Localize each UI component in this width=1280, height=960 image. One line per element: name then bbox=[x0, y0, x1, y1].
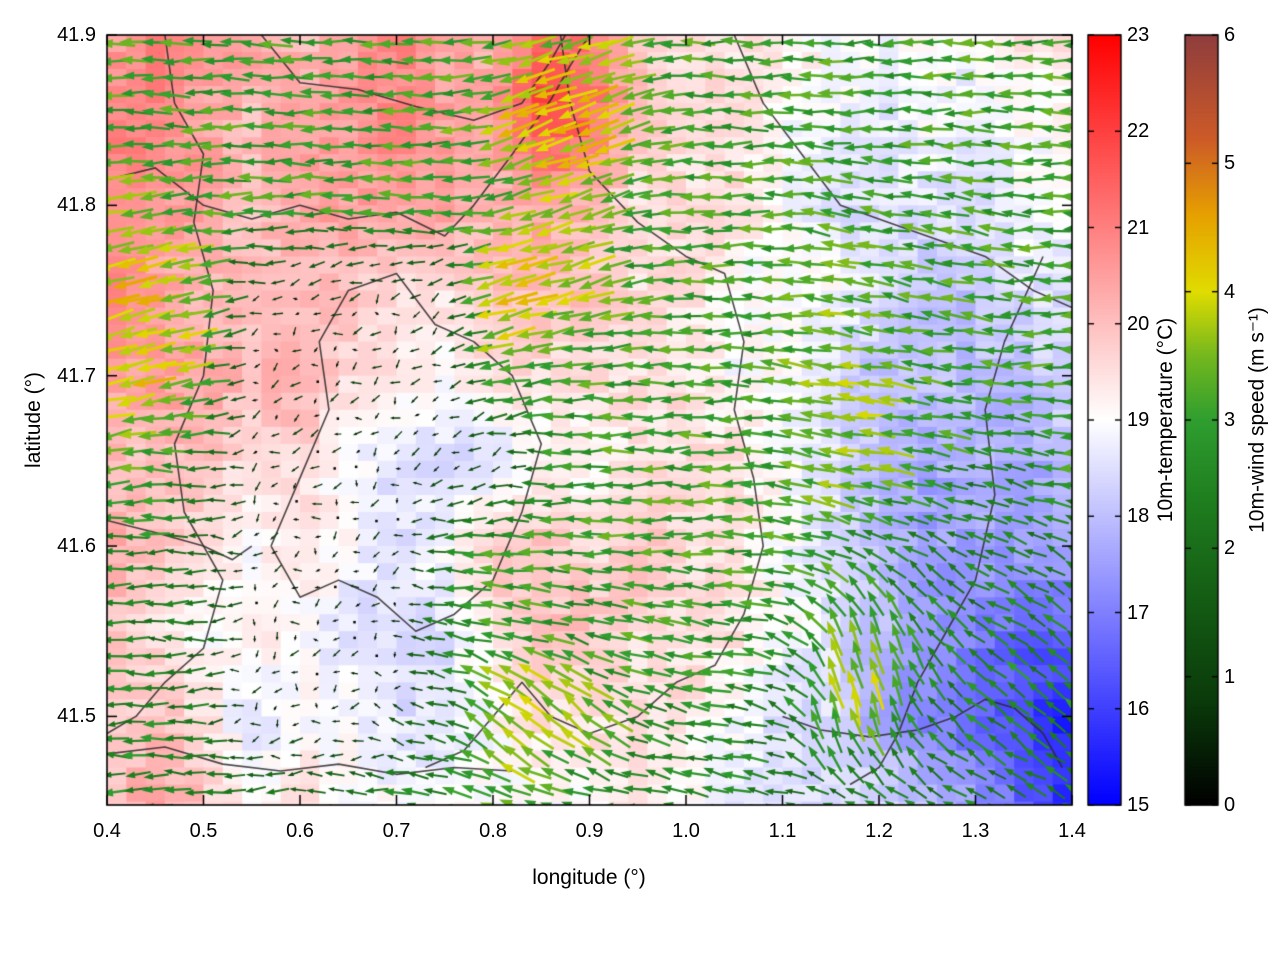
temperature-colorbar-tick-label: 23 bbox=[1127, 24, 1150, 46]
temperature-colorbar-tick-label: 17 bbox=[1127, 601, 1150, 624]
x-axis-tick-label: 1.2 bbox=[865, 820, 893, 842]
x-axis-tick-label: 0.9 bbox=[575, 820, 604, 842]
temperature-colorbar-tick-label: 18 bbox=[1127, 505, 1150, 528]
temperature-colorbar-tick-label: 16 bbox=[1127, 697, 1150, 720]
windspeed-colorbar-tick-label: 0 bbox=[1224, 794, 1236, 816]
windspeed-colorbar-tick-label: 5 bbox=[1224, 152, 1236, 175]
y-axis-tick-label: 41.9 bbox=[57, 24, 96, 46]
windspeed-colorbar-tick-label: 1 bbox=[1224, 665, 1236, 688]
y-axis-tick-label: 41.5 bbox=[57, 705, 96, 728]
windspeed-colorbar-tick-label: 6 bbox=[1224, 24, 1236, 46]
windspeed-colorbar-tick-label: 2 bbox=[1224, 537, 1236, 560]
temperature-colorbar-tick-label: 20 bbox=[1127, 312, 1150, 335]
temperature-colorbar-tick-label: 22 bbox=[1127, 120, 1150, 143]
temperature-colorbar-tick-label: 19 bbox=[1127, 409, 1150, 431]
x-axis-tick-label: 1.1 bbox=[768, 820, 797, 842]
y-axis-tick-label: 41.6 bbox=[57, 535, 96, 558]
windspeed-colorbar-tick-label: 4 bbox=[1224, 280, 1236, 303]
x-axis-tick-label: 0.6 bbox=[286, 820, 314, 842]
x-axis-tick-label: 1.3 bbox=[961, 820, 990, 842]
temperature-colorbar-tick-label: 21 bbox=[1127, 216, 1150, 239]
x-axis-tick-label: 1.4 bbox=[1058, 820, 1086, 842]
x-axis-tick-label: 0.7 bbox=[382, 820, 411, 842]
y-axis-tick-label: 41.7 bbox=[57, 364, 96, 387]
x-axis-tick-label: 0.4 bbox=[93, 820, 121, 842]
y-axis-tick-label: 41.8 bbox=[57, 194, 96, 217]
x-axis-title: longitude (°) bbox=[532, 866, 646, 889]
x-axis-tick-label: 0.8 bbox=[479, 820, 507, 842]
x-axis-tick-label: 0.5 bbox=[189, 820, 218, 842]
windspeed-colorbar-tick-label: 3 bbox=[1224, 409, 1236, 431]
temperature-colorbar-tick-label: 15 bbox=[1127, 794, 1150, 816]
x-axis-tick-label: 1.0 bbox=[672, 820, 700, 842]
